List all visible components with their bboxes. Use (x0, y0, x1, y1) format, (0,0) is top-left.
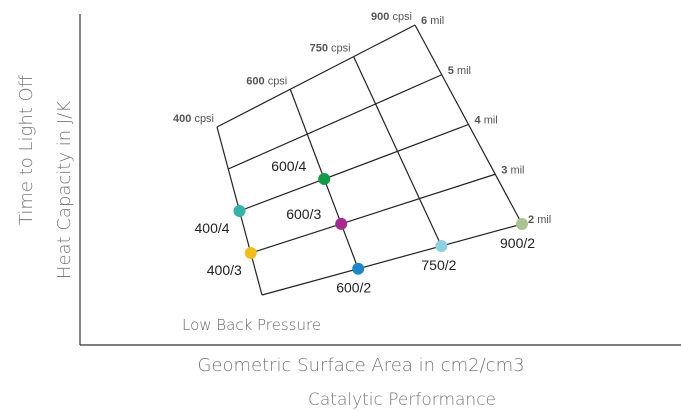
data-point-label: 400/3 (207, 262, 242, 278)
grid-line-900-cpsi (414, 24, 523, 225)
grid-line-4-mil (239, 123, 469, 212)
data-point-600-2 (352, 262, 365, 275)
mil-label: 2 mil (528, 214, 551, 226)
grid-labels: 400 cpsi 600 cpsi 750 cpsi 900 cpsi 2 mil 3 m… (173, 11, 551, 226)
x-axis-title: Geometric Surface Area in cm2/cm3 (197, 355, 524, 376)
grid-line-3-mil (250, 173, 496, 254)
data-point-label: 900/2 (500, 235, 535, 251)
cpsi-mil-grid (216, 24, 523, 296)
grid-line-5-mil (228, 74, 442, 170)
cpsi-label: 400 cpsi (173, 113, 214, 125)
grid-line-750-cpsi (353, 56, 442, 247)
y-axis-title: Heat Capacity in J/K (54, 101, 75, 279)
data-point-750-2 (435, 240, 448, 253)
mil-label: 3 mil (501, 164, 524, 176)
y-axis-title-secondary: Time to Light Off (16, 74, 37, 225)
data-point-900-2 (516, 218, 528, 230)
data-point-400-3 (244, 247, 257, 259)
data-point-label: 600/2 (336, 280, 371, 296)
data-point-label: 400/4 (195, 220, 230, 236)
mil-label: 4 mil (475, 115, 498, 127)
cpsi-label: 750 cpsi (310, 43, 351, 55)
cpsi-label: 900 cpsi (371, 11, 412, 23)
data-point-400-4 (233, 205, 246, 217)
grid-line-6-mil (216, 24, 416, 128)
mil-label: 6 mil (421, 15, 444, 27)
data-point-label: 600/4 (271, 158, 306, 174)
cpsi-label: 600 cpsi (246, 75, 287, 87)
data-point-600-4 (318, 172, 331, 185)
mil-label: 5 mil (448, 65, 471, 77)
low-back-pressure-label: Low Back Pressure (182, 316, 321, 334)
x-axis-title-secondary: Catalytic Performance (308, 390, 496, 410)
data-point-label: 600/3 (286, 206, 321, 222)
data-point-600-3 (335, 217, 348, 230)
data-point-label: 750/2 (421, 257, 456, 273)
data-points: 400/3 400/4 600/2 600/3 600/4 750/2 900/2 (195, 158, 536, 296)
grid-line-2-mil (261, 223, 523, 296)
